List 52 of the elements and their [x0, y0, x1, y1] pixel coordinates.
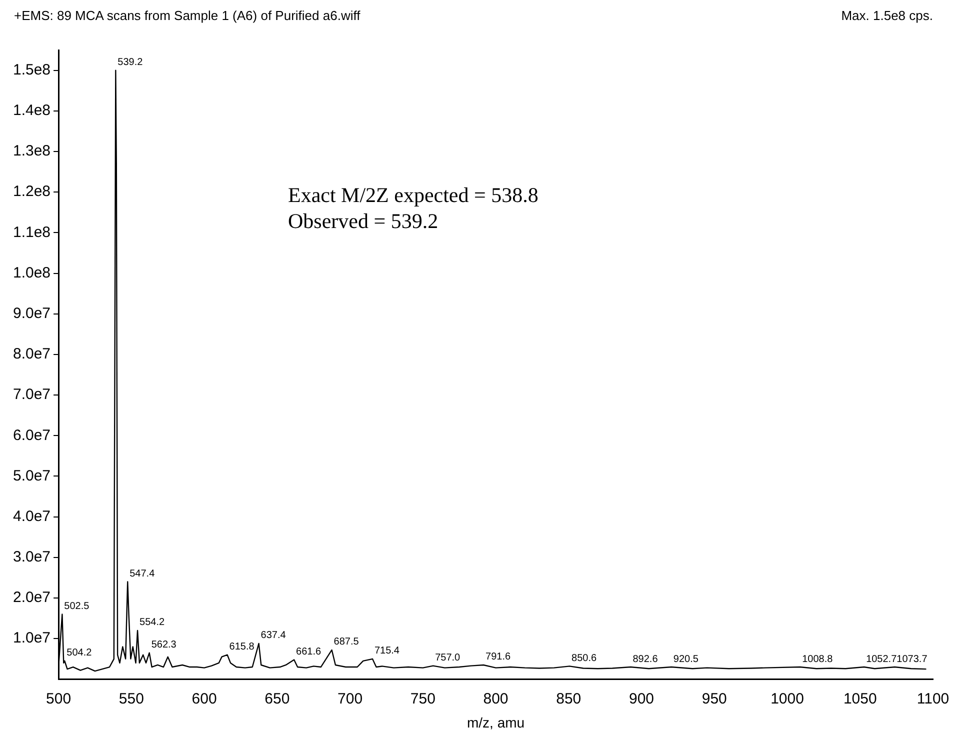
x-tick-label: 700 [338, 690, 363, 708]
y-tick-label: 9.0e7 [12, 305, 51, 322]
annotation: 757.0 [435, 652, 461, 664]
text: Max. 1.5e8 cps. [841, 8, 933, 23]
y-tick-label: 5.0e7 [12, 467, 51, 484]
annotation: 502.5 [64, 601, 90, 612]
y-tick-label: 1.1e8 [12, 224, 51, 241]
y-tick-label: 1.4e8 [12, 102, 51, 120]
annotation: 539.2 [118, 57, 144, 68]
x-axis-title: m/z, amu [466, 714, 525, 730]
annotation: 850.6 [572, 652, 597, 664]
annotation: 637.4 [260, 630, 286, 642]
annotation: 715.4 [374, 646, 400, 657]
annotation: 791.6 [486, 652, 511, 663]
x-tick-label: 850 [556, 690, 582, 708]
annotation: 504.2 [66, 648, 92, 659]
y-tick-label: 1.0e7 [12, 630, 51, 647]
annotation: Observed = 539.2 [288, 209, 438, 234]
y-tick-label: 2.0e7 [12, 589, 51, 606]
y-tick-label: 1.3e8 [12, 142, 51, 160]
annotation: 687.5 [334, 636, 360, 648]
x-tick-label: 800 [483, 690, 508, 708]
annotation: 1052.7 [866, 654, 898, 665]
y-tick-label: 8.0e7 [12, 346, 51, 363]
chart-title: +EMS: 89 MCA scans from Sample 1 (A6) of Purified a6.wiff [14, 8, 360, 23]
y-tick-label: 3.0e7 [12, 548, 51, 566]
annotation: 661.6 [296, 646, 322, 658]
y-tick-label: 4.0e7 [12, 508, 51, 525]
x-tick-label: 500 [46, 690, 72, 708]
annotation: 547.4 [130, 568, 156, 580]
x-tick-label: 950 [702, 690, 727, 708]
annotation: 562.3 [151, 640, 177, 651]
annotation: 1073.7 [896, 654, 928, 665]
y-tick-label: 1.0e8 [12, 264, 51, 282]
y-tick-label: 1.5e8 [12, 61, 51, 78]
x-tick-label: 600 [192, 690, 217, 708]
annotation: 554.2 [140, 617, 165, 628]
annotation: Exact M/2Z expected = 538.8 [288, 183, 538, 208]
x-tick-label: 1050 [843, 690, 877, 708]
y-tick-label: 1.2e8 [12, 183, 51, 200]
annotation: 615.8 [229, 642, 255, 653]
x-tick-label: 900 [628, 690, 654, 708]
annotation: 1008.8 [802, 654, 834, 665]
x-tick-label: 650 [264, 690, 290, 708]
y-tick-label: 6.0e7 [12, 426, 51, 444]
x-tick-label: 1100 [916, 690, 950, 708]
annotation: 892.6 [632, 654, 658, 665]
x-tick-label: 550 [118, 690, 144, 708]
y-tick-label: 7.0e7 [12, 386, 51, 404]
x-tick-label: 1000 [770, 690, 804, 708]
x-tick-label: 750 [410, 690, 436, 708]
annotation: 920.5 [673, 654, 699, 665]
